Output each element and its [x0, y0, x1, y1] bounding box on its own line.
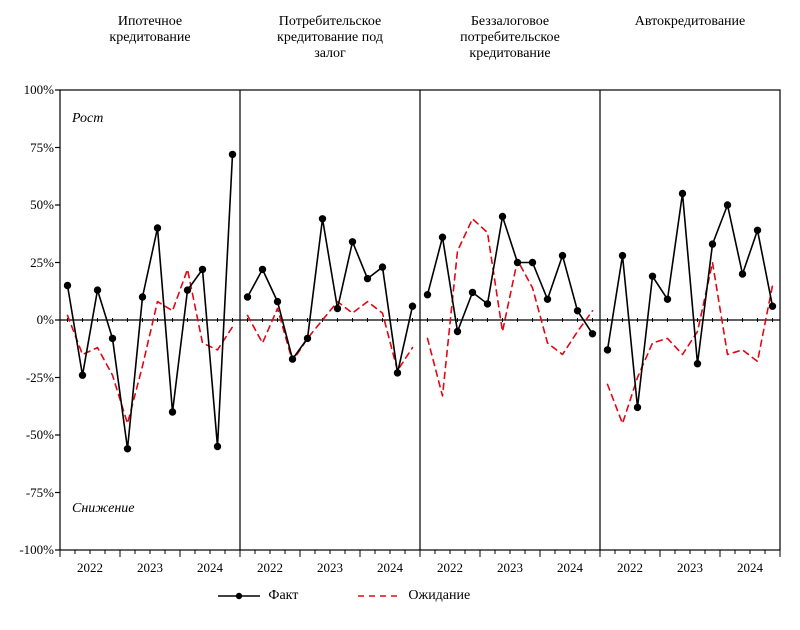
series-fact-marker [439, 234, 445, 240]
series-fact-marker [679, 190, 685, 196]
x-year-label: 2024 [197, 560, 223, 576]
series-fact-marker [694, 361, 700, 367]
series-expect-line [428, 219, 593, 396]
series-fact-marker [199, 266, 205, 272]
series-fact-marker [319, 216, 325, 222]
legend-item-fact: Факт [218, 588, 298, 604]
series-fact-marker [424, 292, 430, 298]
y-tick-label: -75% [4, 485, 54, 501]
series-fact-marker [394, 370, 400, 376]
series-fact-marker [454, 328, 460, 334]
series-fact-marker [334, 305, 340, 311]
x-year-label: 2023 [677, 560, 703, 576]
x-year-label: 2022 [617, 560, 643, 576]
series-fact-marker [289, 356, 295, 362]
series-fact-marker [379, 264, 385, 270]
annotation-growth: Рост [72, 111, 103, 127]
series-fact-marker [619, 252, 625, 258]
series-fact-marker [529, 259, 535, 265]
x-year-label: 2023 [317, 560, 343, 576]
series-fact-marker [514, 259, 520, 265]
series-fact-marker [739, 271, 745, 277]
series-fact-marker [604, 347, 610, 353]
series-fact-marker [184, 287, 190, 293]
legend: Факт Ожидание [218, 588, 470, 604]
series-fact-marker [349, 239, 355, 245]
x-year-label: 2022 [437, 560, 463, 576]
series-fact-marker [664, 296, 670, 302]
legend-swatch-fact [218, 589, 260, 603]
series-fact-marker [64, 282, 70, 288]
x-year-label: 2024 [737, 560, 763, 576]
series-fact-marker [364, 275, 370, 281]
legend-label-expect: Ожидание [408, 588, 470, 604]
series-fact-marker [229, 151, 235, 157]
series-fact-marker [169, 409, 175, 415]
series-fact-marker [559, 252, 565, 258]
series-fact-marker [754, 227, 760, 233]
x-year-label: 2023 [497, 560, 523, 576]
series-fact-marker [94, 287, 100, 293]
panel-title: Автокредитование [600, 14, 780, 30]
series-fact-marker [124, 446, 130, 452]
y-tick-label: 0% [4, 312, 54, 328]
x-year-label: 2022 [257, 560, 283, 576]
series-fact-marker [109, 335, 115, 341]
series-fact-marker [544, 296, 550, 302]
series-fact-line [428, 217, 593, 334]
x-year-label: 2023 [137, 560, 163, 576]
panel-title: Ипотечное кредитование [60, 14, 240, 46]
series-fact-marker [304, 335, 310, 341]
legend-item-expect: Ожидание [358, 588, 470, 604]
series-fact-marker [214, 443, 220, 449]
series-fact-marker [724, 202, 730, 208]
y-tick-label: 100% [4, 82, 54, 98]
series-fact-line [608, 194, 773, 408]
series-fact-marker [469, 289, 475, 295]
series-fact-marker [154, 225, 160, 231]
legend-label-fact: Факт [268, 588, 298, 604]
y-tick-label: 50% [4, 197, 54, 213]
series-fact-marker [79, 372, 85, 378]
series-expect-line [68, 269, 233, 423]
series-fact-marker [499, 213, 505, 219]
panel-title: Потребительское кредитование под залог [240, 14, 420, 62]
y-tick-label: -50% [4, 427, 54, 443]
series-fact-marker [244, 294, 250, 300]
series-fact-marker [649, 273, 655, 279]
x-year-label: 2024 [377, 560, 403, 576]
legend-swatch-expect [358, 589, 400, 603]
series-expect-line [248, 302, 413, 371]
y-tick-label: -25% [4, 370, 54, 386]
series-fact-marker [259, 266, 265, 272]
series-fact-line [248, 219, 413, 373]
series-fact-line [68, 154, 233, 448]
series-fact-marker [139, 294, 145, 300]
y-tick-label: -100% [4, 542, 54, 558]
x-year-label: 2022 [77, 560, 103, 576]
x-year-label: 2024 [557, 560, 583, 576]
series-fact-marker [574, 308, 580, 314]
series-fact-marker [484, 301, 490, 307]
series-fact-marker [634, 404, 640, 410]
series-fact-marker [409, 303, 415, 309]
chart-root: Рост Снижение Факт Ожидание -100% -75% -50… [0, 0, 800, 630]
panel-title: Беззалоговое потребительское кредитовани… [420, 14, 600, 62]
annotation-decline: Снижение [72, 501, 135, 517]
series-fact-marker [589, 331, 595, 337]
y-tick-label: 25% [4, 255, 54, 271]
series-fact-marker [709, 241, 715, 247]
plot-svg [0, 0, 800, 630]
y-tick-label: 75% [4, 140, 54, 156]
series-fact-marker [769, 303, 775, 309]
series-fact-marker [274, 298, 280, 304]
